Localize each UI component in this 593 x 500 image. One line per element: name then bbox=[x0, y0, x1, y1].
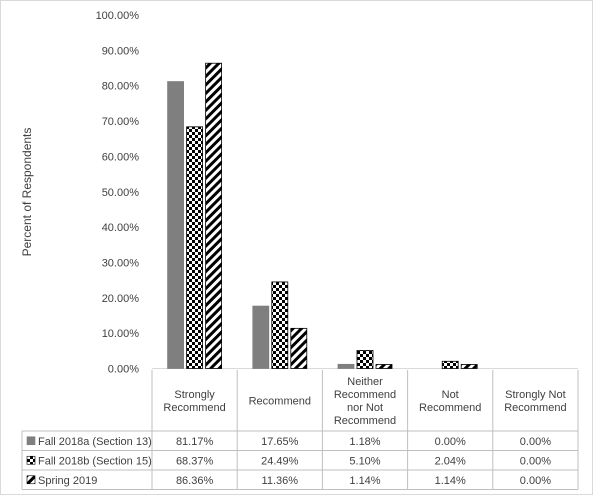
bar bbox=[337, 363, 355, 369]
table-cell-value: 24.49% bbox=[261, 455, 299, 467]
category-label: Strongly Not Recommend bbox=[504, 389, 566, 414]
y-tick-label: 100.00% bbox=[96, 10, 140, 22]
y-tick-label: 60.00% bbox=[102, 151, 140, 163]
legend-key bbox=[26, 455, 36, 465]
y-tick-label: 40.00% bbox=[102, 222, 140, 234]
y-tick-label: 90.00% bbox=[102, 45, 140, 57]
table-cell-value: 1.18% bbox=[349, 436, 380, 448]
y-tick-label: 50.00% bbox=[102, 187, 140, 199]
table-cell-value: 0.00% bbox=[520, 475, 551, 487]
legend-series-name: Fall 2018b (Section 15) bbox=[38, 455, 152, 467]
category-label: Strongly Recommend bbox=[163, 389, 225, 414]
table-cell-value: 1.14% bbox=[435, 475, 466, 487]
y-tick-label: 80.00% bbox=[102, 81, 140, 93]
data-table: Strongly Recommend Recommend Neither Recomme… bbox=[21, 370, 579, 490]
table-cell-value: 0.00% bbox=[435, 436, 466, 448]
y-tick-label: 20.00% bbox=[102, 293, 140, 305]
category-label: Recommend bbox=[249, 396, 311, 408]
bar bbox=[167, 81, 185, 369]
legend-key bbox=[26, 475, 36, 485]
legend-series-name: Spring 2019 bbox=[38, 475, 97, 487]
table-cell-value: 0.00% bbox=[520, 436, 551, 448]
table-cell-value: 81.17% bbox=[176, 436, 214, 448]
table-cell-value: 68.37% bbox=[176, 455, 214, 467]
legend-key bbox=[26, 436, 36, 446]
bar bbox=[375, 364, 393, 369]
y-tick-label: 70.00% bbox=[102, 116, 140, 128]
category-label: Neither Recommend nor Not Recommend bbox=[334, 376, 396, 427]
bar bbox=[252, 305, 270, 369]
bar bbox=[460, 364, 478, 369]
table-cell-value: 0.00% bbox=[520, 455, 551, 467]
table-cell-value: 1.14% bbox=[349, 475, 380, 487]
table-cell-value: 17.65% bbox=[261, 436, 299, 448]
bar bbox=[356, 350, 374, 369]
bar bbox=[271, 281, 289, 369]
bar bbox=[186, 126, 204, 369]
y-tick-label: 10.00% bbox=[102, 328, 140, 340]
bar bbox=[290, 327, 308, 369]
table-cell-value: 86.36% bbox=[176, 475, 214, 487]
category-label: Not Recommend bbox=[419, 389, 481, 414]
bar bbox=[205, 62, 223, 369]
table-cell-value: 2.04% bbox=[435, 455, 466, 467]
bar bbox=[441, 360, 459, 369]
y-tick-label: 30.00% bbox=[102, 257, 140, 269]
table-cell-value: 11.36% bbox=[262, 475, 299, 487]
legend-series-name: Fall 2018a (Section 13) bbox=[38, 436, 152, 448]
y-axis: 0.00% 10.00% 20.00% 30.00% 40.00% 50.00% 60.00… bbox=[96, 10, 578, 376]
bars bbox=[167, 62, 478, 369]
y-tick-label: 0.00% bbox=[108, 364, 139, 376]
table-cell-value: 5.10% bbox=[349, 455, 380, 467]
y-axis-label: Percent of Respondents bbox=[20, 128, 34, 257]
